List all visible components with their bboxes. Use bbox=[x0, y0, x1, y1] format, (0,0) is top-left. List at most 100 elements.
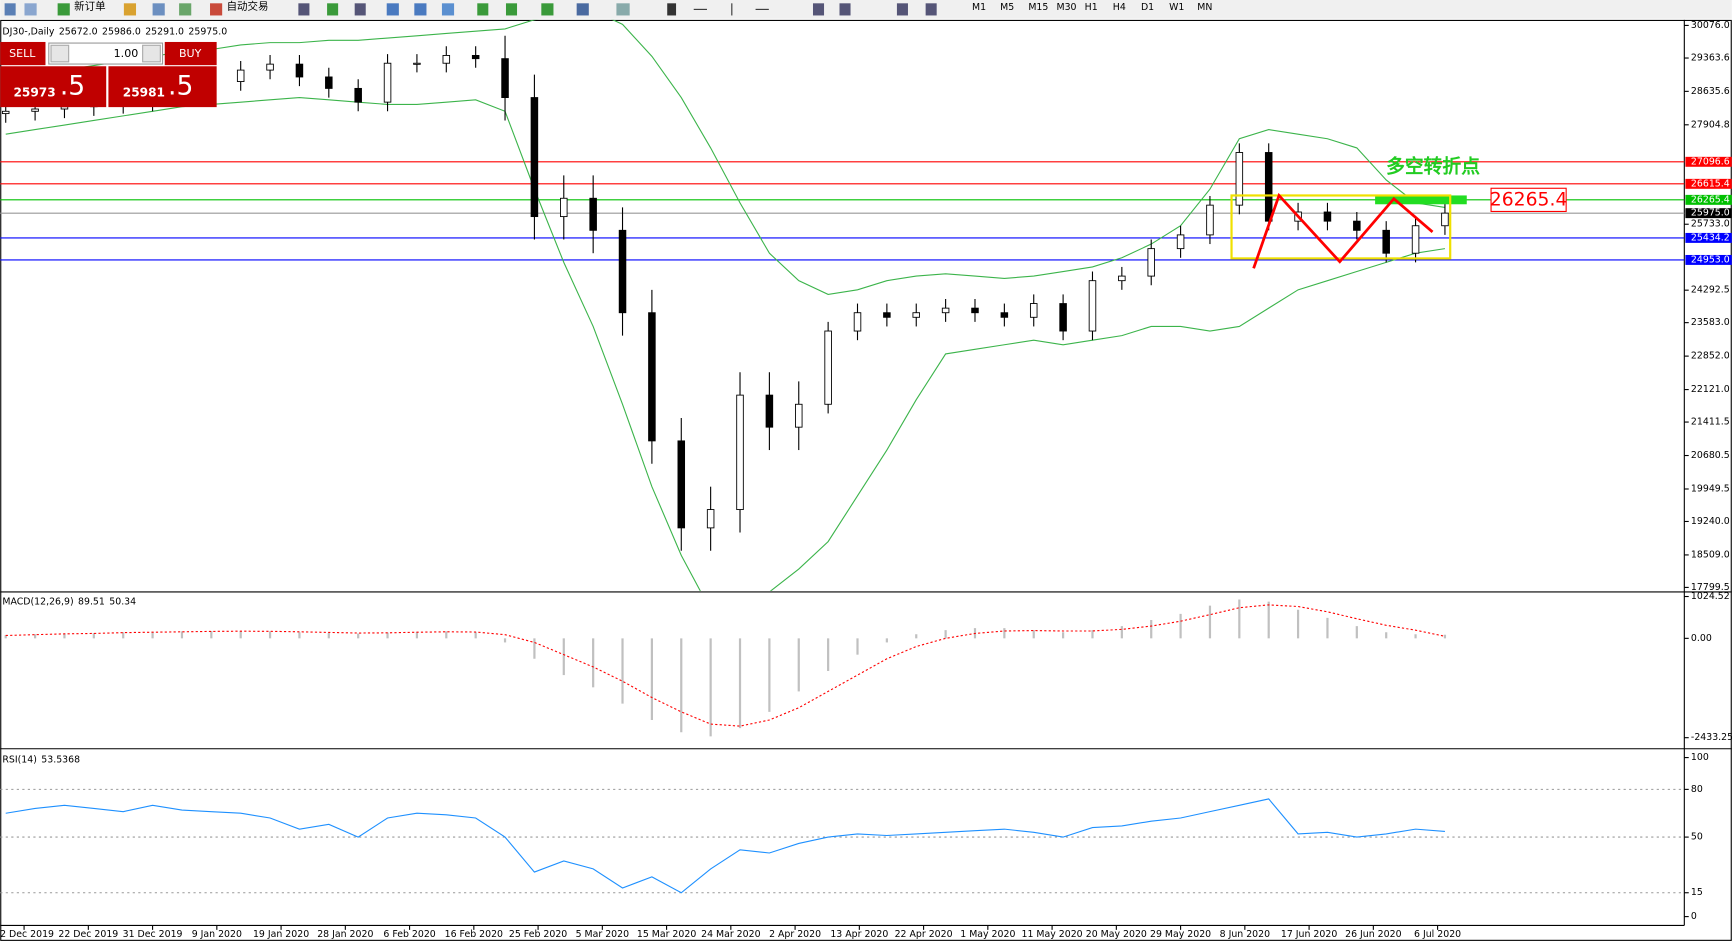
y-tick-label: 19240.0 bbox=[1691, 516, 1730, 527]
y-tick-label: 29363.6 bbox=[1691, 53, 1730, 64]
candle-body bbox=[618, 229, 627, 314]
timeframe-button[interactable]: M1 bbox=[972, 2, 986, 13]
level-label: 25434.2 bbox=[1691, 232, 1730, 243]
pane-value: 89.51 bbox=[78, 596, 105, 607]
candle-body bbox=[471, 55, 480, 60]
x-tick-label: 1 May 2020 bbox=[960, 929, 1015, 940]
band-lower bbox=[5, 97, 1446, 591]
x-tick-label: 12 Dec 2019 bbox=[0, 929, 54, 940]
level-label: 25975.0 bbox=[1691, 208, 1730, 219]
x-tick-label: 8 Jun 2020 bbox=[1220, 929, 1270, 940]
y-tick-label: 0.00 bbox=[1691, 633, 1712, 644]
bid-box[interactable] bbox=[0, 66, 107, 108]
y-tick-label: 0 bbox=[1691, 911, 1697, 922]
candle-body bbox=[266, 63, 274, 71]
pane-title: RSI(14) bbox=[2, 754, 36, 765]
x-tick-label: 13 Apr 2020 bbox=[830, 929, 888, 940]
frame bbox=[0, 19, 1732, 941]
level-tag bbox=[1685, 254, 1732, 265]
candle-body bbox=[1353, 220, 1361, 231]
toolbar-button[interactable]: 新订单 bbox=[74, 0, 105, 13]
sell-button[interactable] bbox=[0, 41, 46, 66]
candle-body bbox=[971, 307, 979, 314]
ask-fraction[interactable]: .5 bbox=[168, 71, 193, 102]
buy-label[interactable]: BUY bbox=[179, 47, 202, 60]
band-upper bbox=[5, 19, 1446, 295]
timeframe-button[interactable]: M30 bbox=[1056, 2, 1076, 13]
pane-value: 25291.0 bbox=[145, 27, 184, 38]
candle-body bbox=[295, 63, 304, 78]
y-tick-label: 21411.5 bbox=[1691, 417, 1730, 428]
callout-label: 26265.4 bbox=[1490, 189, 1568, 210]
x-tick-label: 22 Apr 2020 bbox=[895, 929, 953, 940]
lot-input[interactable] bbox=[48, 42, 164, 65]
candle-body bbox=[383, 62, 392, 103]
candle-body bbox=[1235, 152, 1244, 206]
buy-button[interactable] bbox=[164, 41, 217, 66]
candle-body bbox=[1441, 212, 1449, 227]
candle-body bbox=[912, 312, 921, 318]
candle-body bbox=[765, 394, 774, 428]
x-tick-label: 17 Jun 2020 bbox=[1281, 929, 1337, 940]
candle-body bbox=[1118, 275, 1126, 282]
candle-body bbox=[1411, 225, 1420, 254]
timeframe-button[interactable]: D1 bbox=[1141, 2, 1154, 13]
toolbar-button[interactable]: 自动交易 bbox=[227, 0, 269, 13]
y-tick-label: 100 bbox=[1691, 752, 1709, 763]
y-tick-label: 27904.8 bbox=[1691, 119, 1730, 130]
candle-body bbox=[941, 307, 950, 314]
rsi-pane bbox=[0, 788, 1685, 894]
pane-value: 50.34 bbox=[109, 596, 136, 607]
candle-body bbox=[354, 87, 362, 103]
annotation: 多空转折点 bbox=[1386, 154, 1480, 177]
rsi-line bbox=[5, 798, 1445, 894]
pane-value: 25672.0 bbox=[59, 27, 98, 38]
candle-body bbox=[560, 197, 568, 218]
toolbar-icons bbox=[4, 3, 937, 16]
pane-value: 53.5368 bbox=[41, 754, 80, 765]
spin-up[interactable] bbox=[142, 44, 161, 63]
lot-value[interactable]: 1.00 bbox=[114, 47, 139, 60]
level-tag bbox=[1685, 178, 1732, 189]
timeframe-button[interactable]: MN bbox=[1197, 2, 1212, 13]
candle-body bbox=[1323, 211, 1332, 222]
ask-box[interactable] bbox=[108, 66, 217, 108]
zigzag-arrow bbox=[1252, 192, 1434, 269]
y-tick-label: 22852.0 bbox=[1691, 351, 1730, 362]
bid-fraction[interactable]: .5 bbox=[60, 71, 85, 102]
candle-body bbox=[413, 62, 421, 65]
candle-body bbox=[706, 509, 715, 529]
timeframe-button[interactable]: H1 bbox=[1085, 2, 1098, 13]
candle-body bbox=[648, 312, 656, 442]
spin-down[interactable] bbox=[50, 44, 70, 63]
ask-price[interactable]: 25981 bbox=[123, 85, 165, 99]
timeframe-button[interactable]: H4 bbox=[1113, 2, 1126, 13]
trade-panel[interactable]: SELL 1.00 BUY 25973 .5 25981 .5 bbox=[0, 41, 217, 108]
sell-label[interactable]: SELL bbox=[9, 47, 36, 60]
level-label: 27096.6 bbox=[1691, 156, 1730, 167]
candle-body bbox=[1000, 312, 1009, 318]
x-tick-label: 26 Jun 2020 bbox=[1345, 929, 1401, 940]
candle-body bbox=[1059, 303, 1067, 332]
level-tag bbox=[1685, 156, 1732, 167]
timeframe-button[interactable]: M5 bbox=[1000, 2, 1014, 13]
callout-box bbox=[1490, 187, 1567, 213]
timeframe-button[interactable]: W1 bbox=[1169, 2, 1184, 13]
x-tick-label: 29 May 2020 bbox=[1150, 929, 1211, 940]
candle-body bbox=[795, 403, 803, 428]
pane-title: DJ30-,Daily bbox=[2, 27, 54, 38]
candle-body bbox=[1206, 204, 1214, 236]
x-tick-label: 19 Jan 2020 bbox=[253, 929, 309, 940]
candle-body bbox=[1382, 229, 1390, 254]
pane-value: 25975.0 bbox=[188, 27, 227, 38]
timeframe-button[interactable]: M15 bbox=[1028, 2, 1048, 13]
x-tick-label: 28 Jan 2020 bbox=[317, 929, 373, 940]
candle-body bbox=[530, 97, 539, 218]
pane-value: 25986.0 bbox=[102, 27, 141, 38]
candle-body bbox=[31, 108, 39, 112]
bid-price[interactable]: 25973 bbox=[13, 85, 55, 99]
y-tick-label: 23583.0 bbox=[1691, 317, 1730, 328]
x-tick-label: 15 Mar 2020 bbox=[637, 929, 696, 940]
